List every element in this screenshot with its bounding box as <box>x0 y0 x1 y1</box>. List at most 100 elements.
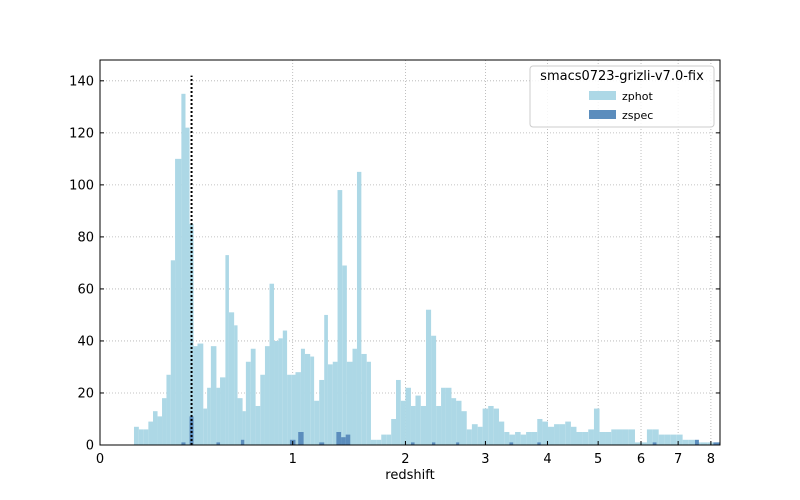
legend-swatch-zphot <box>589 91 616 100</box>
zphot-bar <box>576 431 583 445</box>
plot-frame <box>99 59 721 446</box>
zphot-series <box>133 93 720 446</box>
zspec-bar <box>509 442 514 445</box>
y-tick-label: 40 <box>77 334 94 349</box>
zphot-bar <box>170 260 176 445</box>
zphot-bar <box>310 356 315 445</box>
zphot-bar <box>264 346 270 445</box>
y-tick-label: 0 <box>86 439 94 454</box>
x-tick-label: 5 <box>594 452 602 467</box>
zphot-bar <box>255 405 261 445</box>
legend: smacs0723-grizli-v7.0-fix zphot zspec <box>529 65 715 128</box>
zphot-bar <box>295 372 301 445</box>
zphot-bar <box>461 411 467 445</box>
zphot-bar <box>346 361 353 445</box>
zphot-bar <box>300 348 305 445</box>
zphot-bar <box>327 364 333 445</box>
zphot-bar <box>622 429 629 445</box>
zphot-bar <box>441 387 446 445</box>
zphot-bar <box>588 429 594 445</box>
zphot-bar <box>445 387 452 445</box>
zphot-bar <box>509 434 516 445</box>
zphot-bar <box>278 338 283 445</box>
y-tick-label: 140 <box>69 74 94 89</box>
zphot-bar <box>611 429 617 445</box>
zphot-bar <box>515 431 521 445</box>
zspec-bar <box>431 442 436 445</box>
zphot-bar <box>342 265 347 445</box>
zphot-bar <box>181 93 186 445</box>
zphot-bar <box>175 158 182 445</box>
zphot-bar <box>554 424 560 445</box>
zspec-bar <box>713 442 720 445</box>
zspec-bar <box>319 442 325 445</box>
zphot-bar <box>197 343 204 445</box>
zphot-bar <box>565 421 571 445</box>
zphot-bar <box>410 405 416 445</box>
zphot-bar <box>133 426 139 445</box>
zphot-bar <box>436 405 442 445</box>
zphot-bar <box>282 330 288 445</box>
zphot-bar <box>148 421 153 445</box>
zphot-bar <box>548 426 555 445</box>
zphot-bar <box>376 439 382 445</box>
zspec-bar <box>181 442 186 445</box>
x-tick-label: 1 <box>289 452 297 467</box>
zphot-bar <box>386 434 392 445</box>
zphot-bar <box>482 408 489 445</box>
zphot-bar <box>616 429 623 445</box>
zphot-bar <box>652 429 659 445</box>
zspec-bar <box>216 442 221 445</box>
zphot-bar <box>400 400 406 445</box>
zspec-bar <box>345 434 351 445</box>
zphot-bar <box>361 353 367 445</box>
zphot-bar <box>425 309 432 445</box>
legend-title: smacs0723-grizli-v7.0-fix <box>540 69 704 84</box>
y-tick-label: 80 <box>77 230 94 245</box>
zphot-bar <box>599 431 606 445</box>
x-tick-label: 4 <box>543 452 551 467</box>
x-tick-label: 2 <box>401 452 409 467</box>
zspec-bar <box>410 442 415 445</box>
x-tick-label: 0 <box>96 452 104 467</box>
y-tick-label: 100 <box>69 178 94 193</box>
zphot-bar <box>396 379 401 445</box>
zphot-bar <box>193 346 198 445</box>
zphot-bar <box>676 434 683 445</box>
x-tick-label: 8 <box>707 452 715 467</box>
zphot-bar <box>245 361 251 445</box>
zphot-bar <box>220 377 226 445</box>
zphot-bar <box>242 411 246 445</box>
zphot-bar <box>605 431 612 445</box>
zphot-bar <box>274 340 279 445</box>
zspec-bar <box>298 431 304 445</box>
zphot-bar <box>260 374 265 445</box>
zphot-bar <box>324 314 328 445</box>
zphot-bar <box>488 405 494 445</box>
legend-label-zphot: zphot <box>622 90 653 103</box>
zphot-bar <box>628 429 635 445</box>
zphot-bar <box>138 429 144 445</box>
zphot-bar <box>250 348 256 445</box>
legend-swatch-zspec <box>589 110 616 119</box>
zphot-bar <box>352 348 357 445</box>
zphot-bar <box>493 408 499 445</box>
zphot-bar <box>466 429 472 445</box>
zphot-bar <box>210 346 217 445</box>
zphot-bar <box>670 434 677 445</box>
zphot-bar <box>216 387 221 445</box>
zphot-bar <box>658 434 665 445</box>
zphot-bar <box>291 374 296 445</box>
zspec-bar <box>456 442 460 445</box>
zspec-bar <box>240 439 245 445</box>
zphot-bar <box>664 434 671 445</box>
zphot-bar <box>415 395 421 445</box>
legend-box <box>529 65 715 128</box>
zphot-bar <box>356 171 362 446</box>
legend-label-zspec: zspec <box>622 109 653 122</box>
zphot-bar <box>498 421 505 445</box>
zphot-bar <box>451 398 457 445</box>
zphot-bar <box>707 442 714 445</box>
zphot-bar <box>420 405 426 445</box>
zphot-bar <box>166 374 171 445</box>
